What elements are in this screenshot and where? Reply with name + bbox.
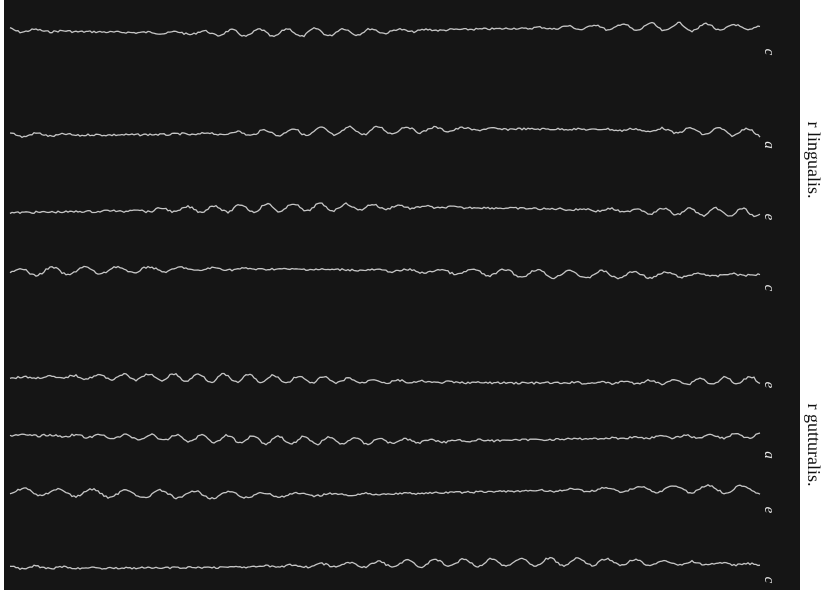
trace-label: c xyxy=(761,577,777,584)
trace-label: a xyxy=(761,451,777,459)
traces: c a e c e a e c xyxy=(9,21,777,584)
trace-label: e xyxy=(761,382,777,389)
trace xyxy=(9,372,761,386)
trace-label: a xyxy=(761,141,777,149)
trace-label: e xyxy=(761,507,777,514)
trace xyxy=(9,432,761,446)
trace xyxy=(9,484,761,500)
trace xyxy=(9,125,761,139)
trace-label: e xyxy=(761,214,777,221)
trace xyxy=(9,21,761,38)
dark-panel xyxy=(4,0,800,590)
trace xyxy=(9,202,761,218)
trace xyxy=(9,265,761,280)
trace-label: c xyxy=(761,285,777,292)
trace xyxy=(9,556,761,571)
trace-label: c xyxy=(761,49,777,56)
side-label: r lingualis. xyxy=(804,122,824,199)
side-label: r gutturalis. xyxy=(804,404,824,487)
